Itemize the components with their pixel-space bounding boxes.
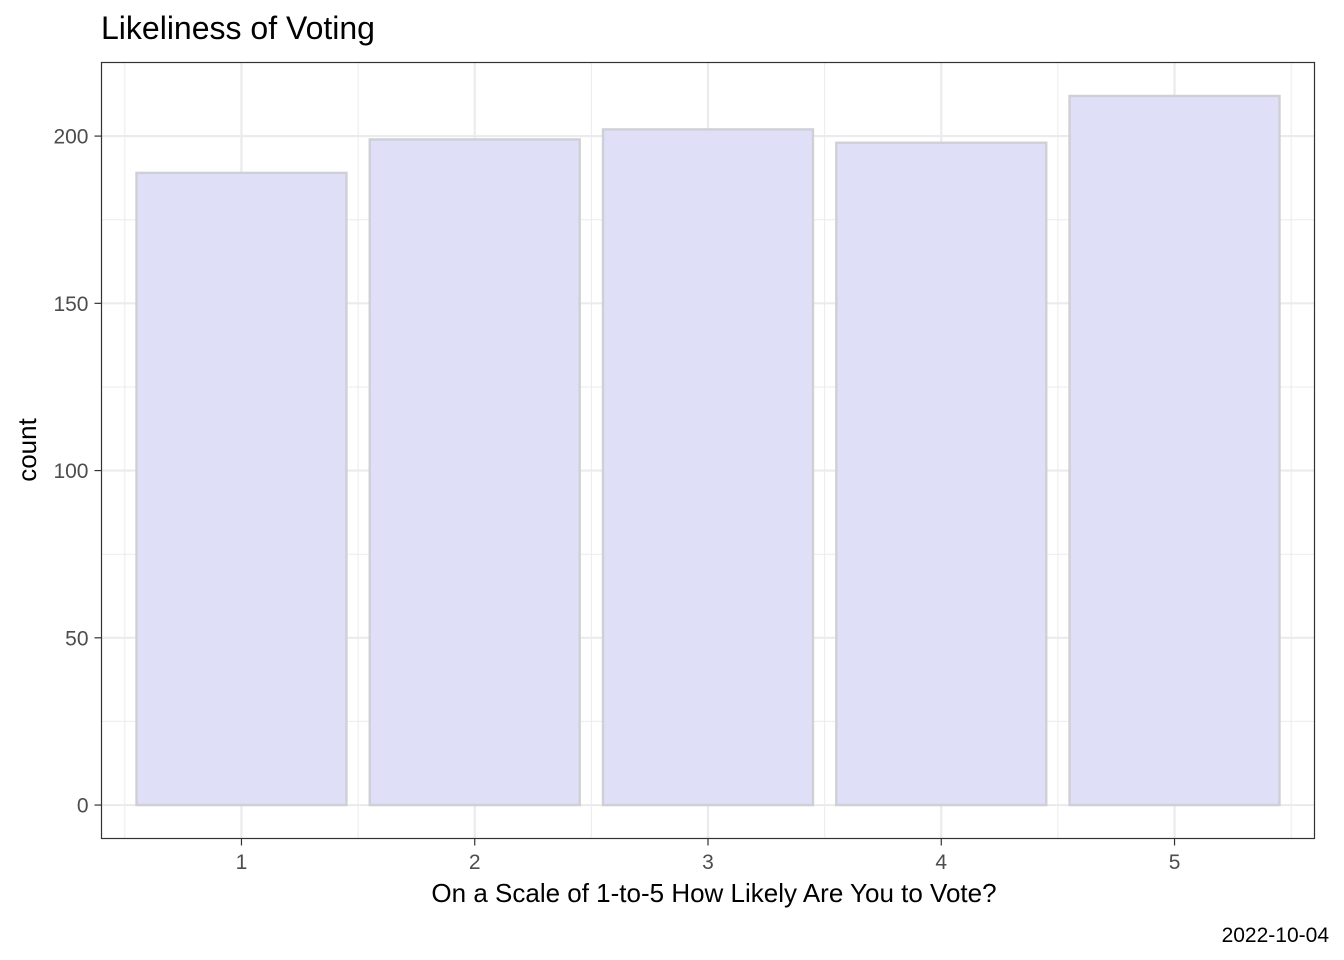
y-tick-label: 150: [53, 293, 88, 316]
bar-1: [135, 171, 348, 807]
bar-5: [1068, 94, 1281, 807]
x-tick-label: 4: [935, 851, 947, 874]
x-tick-label: 3: [702, 851, 714, 874]
bars: [135, 94, 1281, 807]
y-tick-label: 0: [77, 795, 89, 818]
x-tick-label: 5: [1169, 851, 1181, 874]
chart-title: Likeliness of Voting: [101, 10, 375, 46]
x-axis-title: On a Scale of 1-to-5 How Likely Are You …: [431, 878, 996, 908]
bar-2: [368, 138, 581, 807]
bar-4: [835, 141, 1048, 807]
y-tick-label: 50: [65, 627, 88, 650]
y-axis-title: count: [12, 417, 42, 481]
bar-3: [601, 128, 815, 807]
x-axis: 1 2 3 4 5: [236, 838, 1181, 874]
x-tick-label: 1: [236, 851, 248, 874]
y-axis: 0 50 100 150 200: [53, 126, 102, 818]
y-tick-label: 100: [53, 460, 88, 483]
caption-date: 2022-10-04: [1222, 924, 1330, 947]
y-tick-label: 200: [53, 126, 88, 149]
x-tick-label: 2: [469, 851, 481, 874]
